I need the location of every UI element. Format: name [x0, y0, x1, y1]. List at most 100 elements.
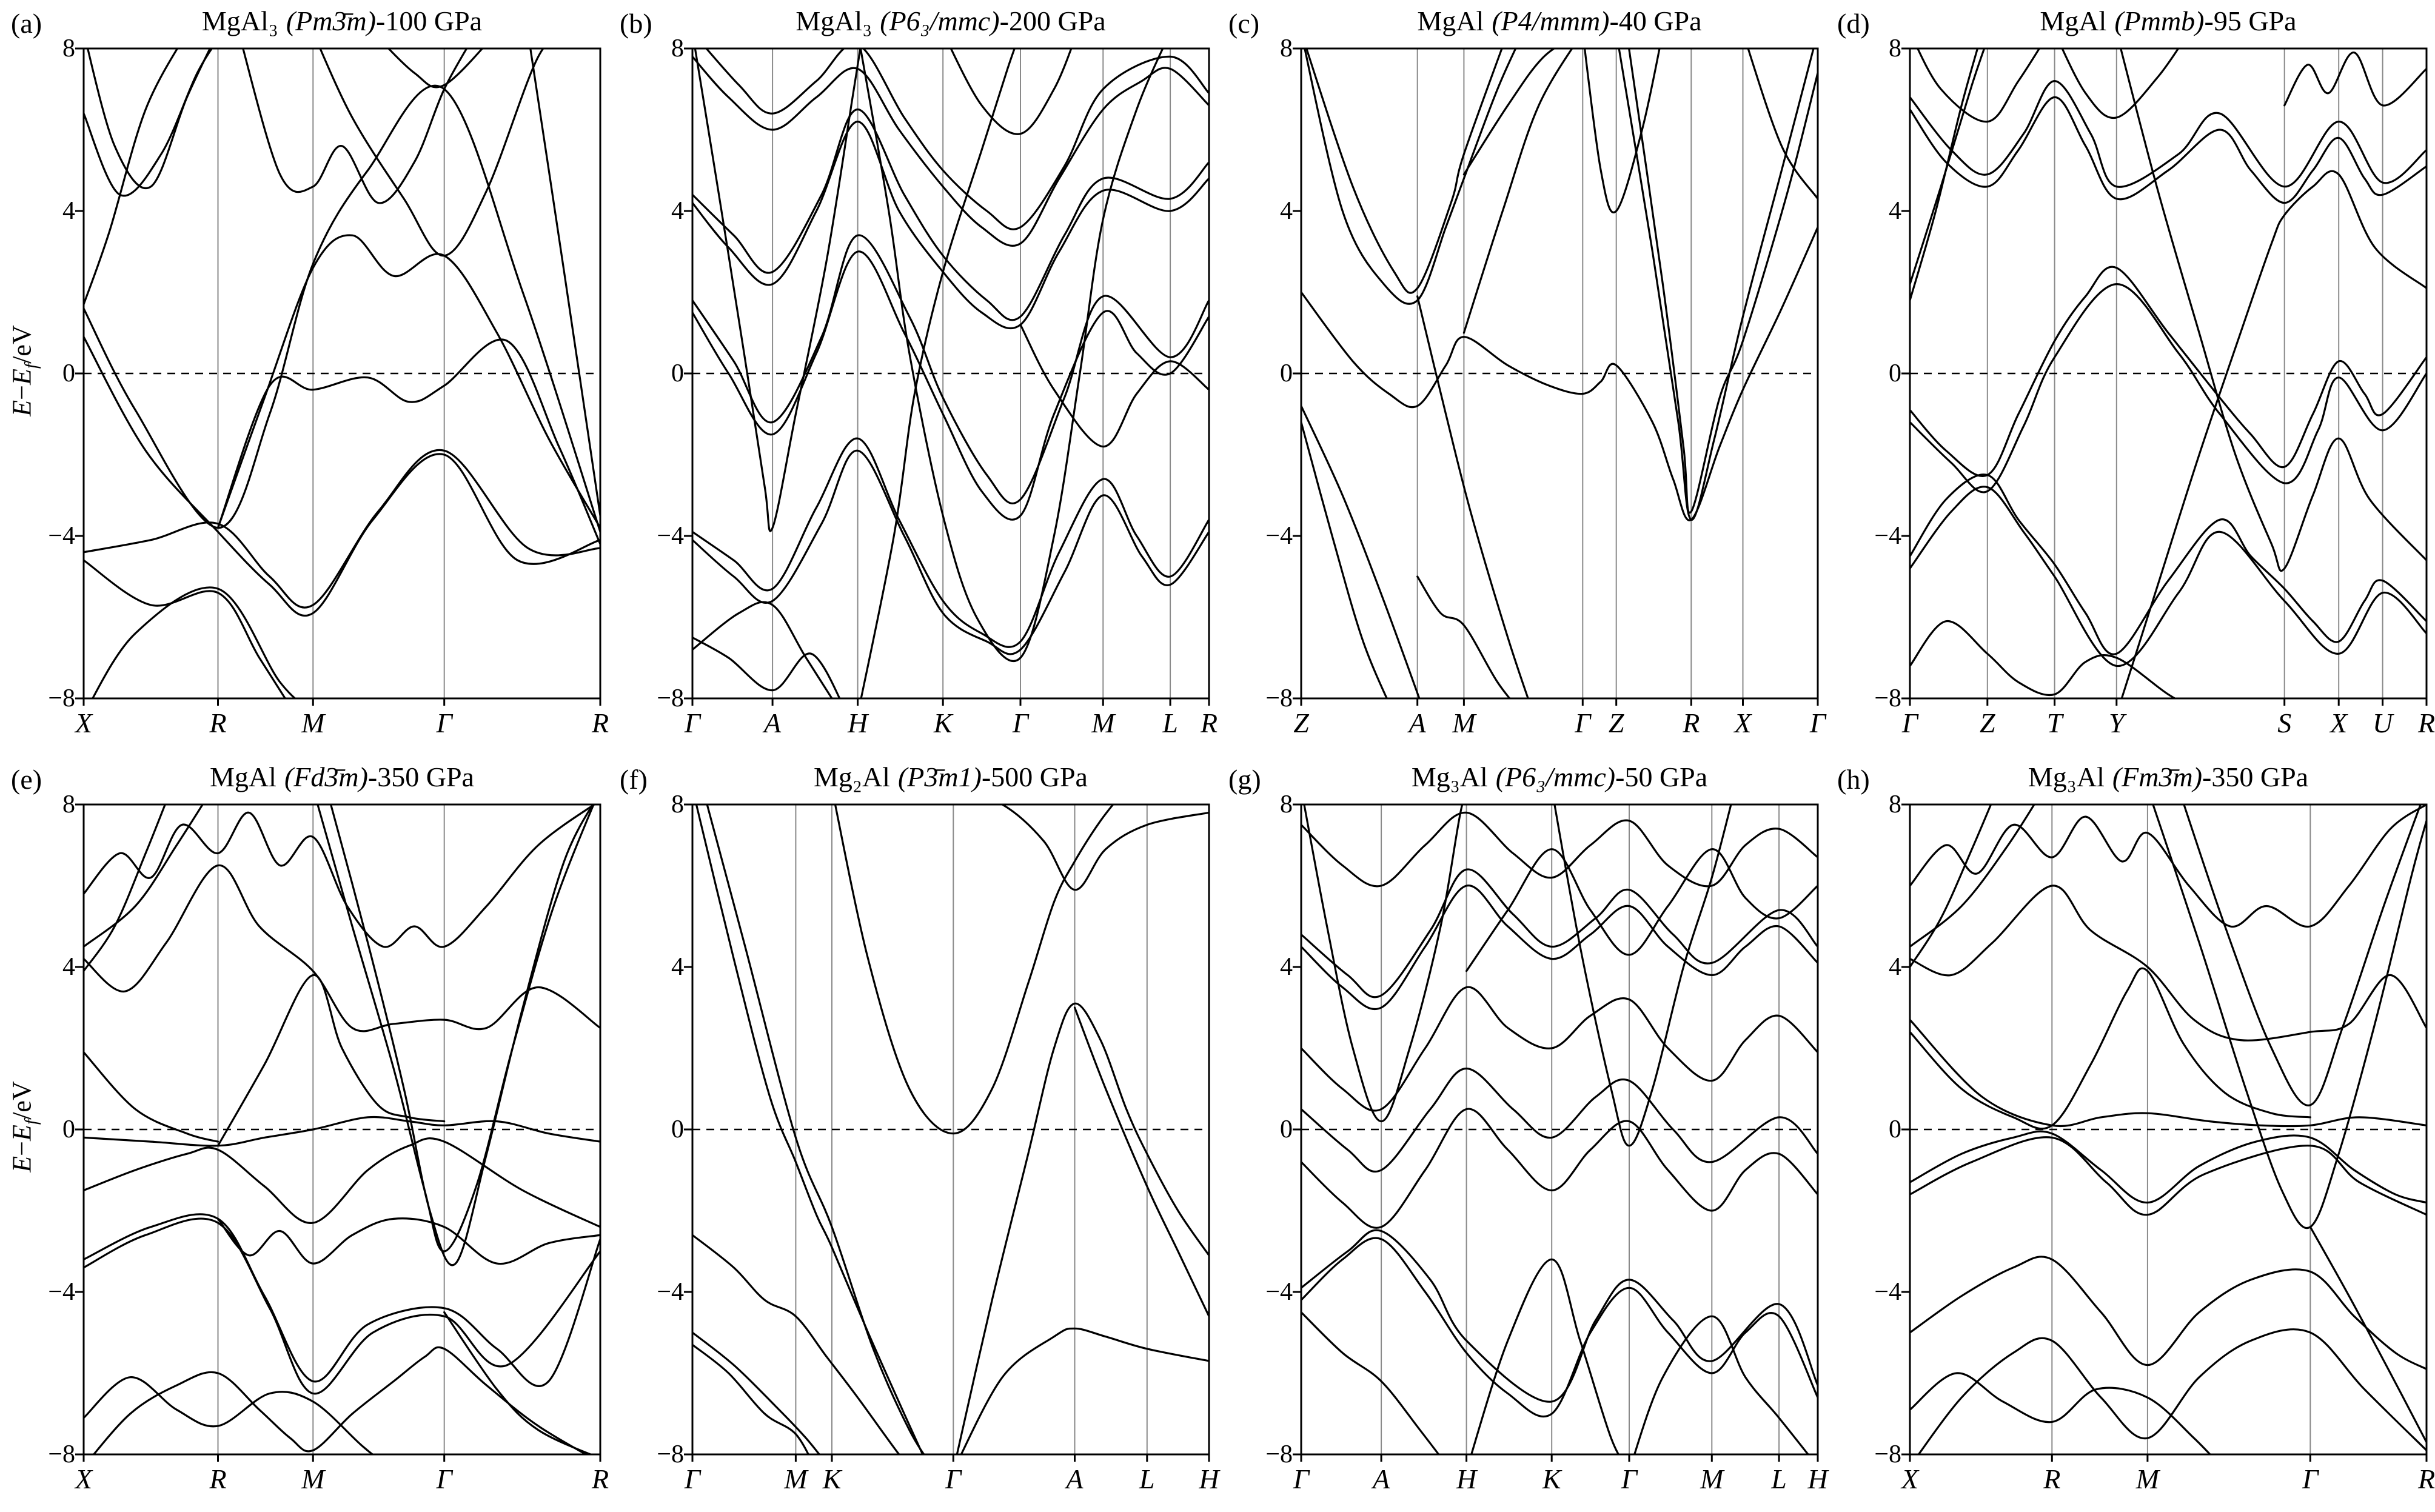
band-line: [84, 1376, 374, 1454]
y-tick-label: −8: [48, 684, 75, 712]
y-tick-label: 4: [1889, 953, 1901, 981]
band-line: [1910, 80, 2427, 188]
y-tick-label: 8: [62, 791, 75, 818]
band-line: [216, 338, 600, 545]
band-line: [1301, 811, 1818, 888]
band-line: [2120, 170, 2427, 698]
band-line: [1910, 1130, 2427, 1204]
band-line: [960, 1327, 1209, 1454]
band-panel-c: (c) MgAl (P4/mmm)-40 GPa 8 4 0 −4 −8 Z A M Γ Z R X Γ: [1218, 0, 1826, 756]
band-line: [1917, 1328, 2427, 1454]
k-point-label: L: [1139, 1463, 1155, 1494]
band-line: [1910, 49, 1979, 301]
y-tick-label: 0: [671, 1116, 684, 1143]
band-line: [692, 449, 1209, 655]
y-tick-label: 8: [62, 35, 75, 62]
band-line: [319, 49, 544, 257]
k-point-label: M: [1700, 1463, 1724, 1494]
panel-index-label: (e): [11, 764, 42, 795]
band-line: [1910, 1256, 2427, 1370]
k-point-label: K: [822, 1463, 842, 1494]
k-point-label: Γ: [1809, 707, 1826, 738]
k-point-label: R: [2417, 1463, 2435, 1494]
band-line: [329, 805, 594, 1266]
k-point-label: A: [763, 707, 782, 738]
panel-title: MgAl (Pmmb)-95 GPa: [1910, 5, 2427, 37]
band-line: [1910, 473, 2427, 655]
pressure-label: -40 GPa: [1609, 5, 1702, 36]
k-point-label: M: [301, 707, 325, 738]
band-line: [2152, 805, 2427, 1229]
compound-formula: Mg₃Al: [1411, 761, 1488, 792]
band-line: [2309, 1226, 2427, 1443]
band-line: [1304, 49, 1517, 305]
panel-index-label: (a): [11, 8, 42, 39]
k-point-label: L: [1771, 1463, 1787, 1494]
y-tick-label: 0: [671, 360, 684, 387]
y-tick-label: 8: [1280, 791, 1293, 818]
band-line: [84, 1217, 600, 1395]
band-line: [1462, 49, 1556, 176]
band-line: [1910, 1372, 2212, 1454]
space-group: (Pm3̄m): [286, 5, 377, 36]
axes-frame: [1909, 803, 2428, 1456]
band-line: [1301, 986, 1818, 1112]
panel-index-label: (f): [620, 764, 648, 795]
y-tick-label: 0: [1889, 360, 1901, 387]
y-tick-label: 4: [1280, 197, 1293, 225]
band-line: [216, 1217, 600, 1265]
k-point-label: R: [1200, 707, 1218, 738]
band-line: [1073, 1006, 1209, 1317]
k-point-label: K: [1542, 1463, 1561, 1494]
band-line: [92, 586, 296, 698]
y-tick-label: 8: [1889, 35, 1901, 62]
band-plot: [684, 47, 1210, 706]
y-tick-label: −4: [48, 522, 75, 550]
space-group: (P4/mmm): [1492, 5, 1610, 36]
k-point-label: Γ: [2302, 1463, 2319, 1494]
y-tick-label: 0: [1280, 360, 1293, 387]
band-line: [2183, 805, 2422, 1106]
band-line: [529, 49, 600, 517]
y-tick-label: −4: [1265, 1278, 1293, 1306]
k-point-label: Z: [1608, 707, 1624, 738]
k-point-label: R: [591, 1463, 609, 1494]
band-line: [84, 1213, 600, 1387]
panel-index-label: (d): [1837, 8, 1870, 39]
pressure-label: -200 GPa: [999, 5, 1106, 36]
band-panel-g: (g) Mg₃Al (P6₃/mmc)-50 GPa 8 4 0 −4 −8 Γ A H K Γ M L H: [1218, 756, 1828, 1512]
space-group: (Fm3̄m): [2112, 761, 2203, 792]
band-line: [84, 805, 204, 948]
k-point-label: M: [301, 1463, 325, 1494]
band-line: [84, 1051, 219, 1143]
axes-frame: [1909, 47, 2428, 700]
y-tick-label: 4: [671, 197, 684, 225]
band-line: [84, 805, 167, 972]
band-line: [692, 234, 1209, 504]
band-line: [1305, 49, 1503, 294]
band-line: [1301, 1108, 1818, 1229]
band-panel-d: (d) MgAl (Pmmb)-95 GPa 8 4 0 −4 −8 Γ Z T Y S X U R: [1826, 0, 2435, 756]
band-panel-e: (e) MgAl (Fd3̄m)-350 GPa E−Ef/eV 8 4 0 −4 −8 X R M Γ…: [0, 756, 609, 1512]
band-line: [443, 1311, 594, 1454]
compound-formula: MgAl₃: [201, 5, 278, 36]
band-line: [1910, 266, 2427, 477]
axes-frame: [1300, 47, 1819, 700]
band-line: [1301, 226, 1818, 521]
band-line: [2120, 49, 2427, 572]
band-line: [1470, 1258, 1620, 1454]
panel-index-label: (b): [620, 8, 652, 39]
y-tick-label: −8: [48, 1440, 75, 1468]
y-axis-label-part: /eV: [7, 325, 37, 364]
pressure-label: -350 GPa: [367, 761, 474, 792]
band-line: [692, 1234, 900, 1454]
k-point-label: H: [1807, 1463, 1828, 1494]
bands-group: [84, 49, 600, 698]
band-line: [2061, 49, 2180, 119]
band-line: [1910, 805, 1992, 968]
k-point-label: Γ: [436, 1463, 452, 1494]
panel-title: Mg₂Al (P3̄m1)-500 GPa: [692, 761, 1209, 793]
band-line: [1910, 885, 2427, 1042]
band-line: [1910, 805, 2427, 928]
band-line: [84, 864, 600, 1032]
